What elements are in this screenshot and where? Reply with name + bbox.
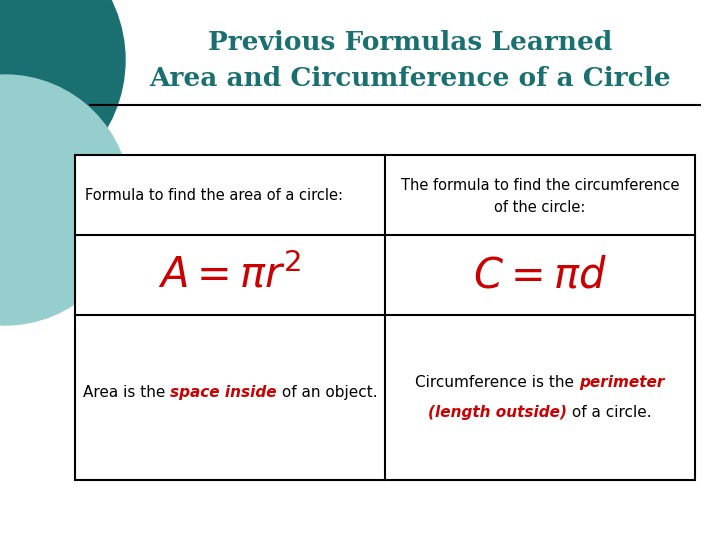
Text: $A = \pi r^2$: $A = \pi r^2$	[158, 254, 302, 296]
Text: of an object.: of an object.	[276, 385, 377, 400]
Text: Previous Formulas Learned: Previous Formulas Learned	[208, 30, 613, 55]
Text: The formula to find the circumference: The formula to find the circumference	[401, 178, 679, 192]
Text: of the circle:: of the circle:	[495, 199, 585, 214]
Text: space inside: space inside	[170, 385, 276, 400]
Circle shape	[0, 75, 130, 325]
Text: Circumference is the: Circumference is the	[415, 375, 580, 390]
Text: Area and Circumference of a Circle: Area and Circumference of a Circle	[150, 65, 671, 91]
Text: of a circle.: of a circle.	[567, 405, 652, 420]
Circle shape	[0, 0, 125, 195]
Text: Formula to find the area of a circle:: Formula to find the area of a circle:	[85, 187, 343, 202]
Text: perimeter: perimeter	[580, 375, 665, 390]
Text: Area is the: Area is the	[83, 385, 170, 400]
Text: (length outside): (length outside)	[428, 405, 567, 420]
Bar	[75, 155, 695, 480]
Text: $C = \pi d$: $C = \pi d$	[473, 254, 607, 296]
